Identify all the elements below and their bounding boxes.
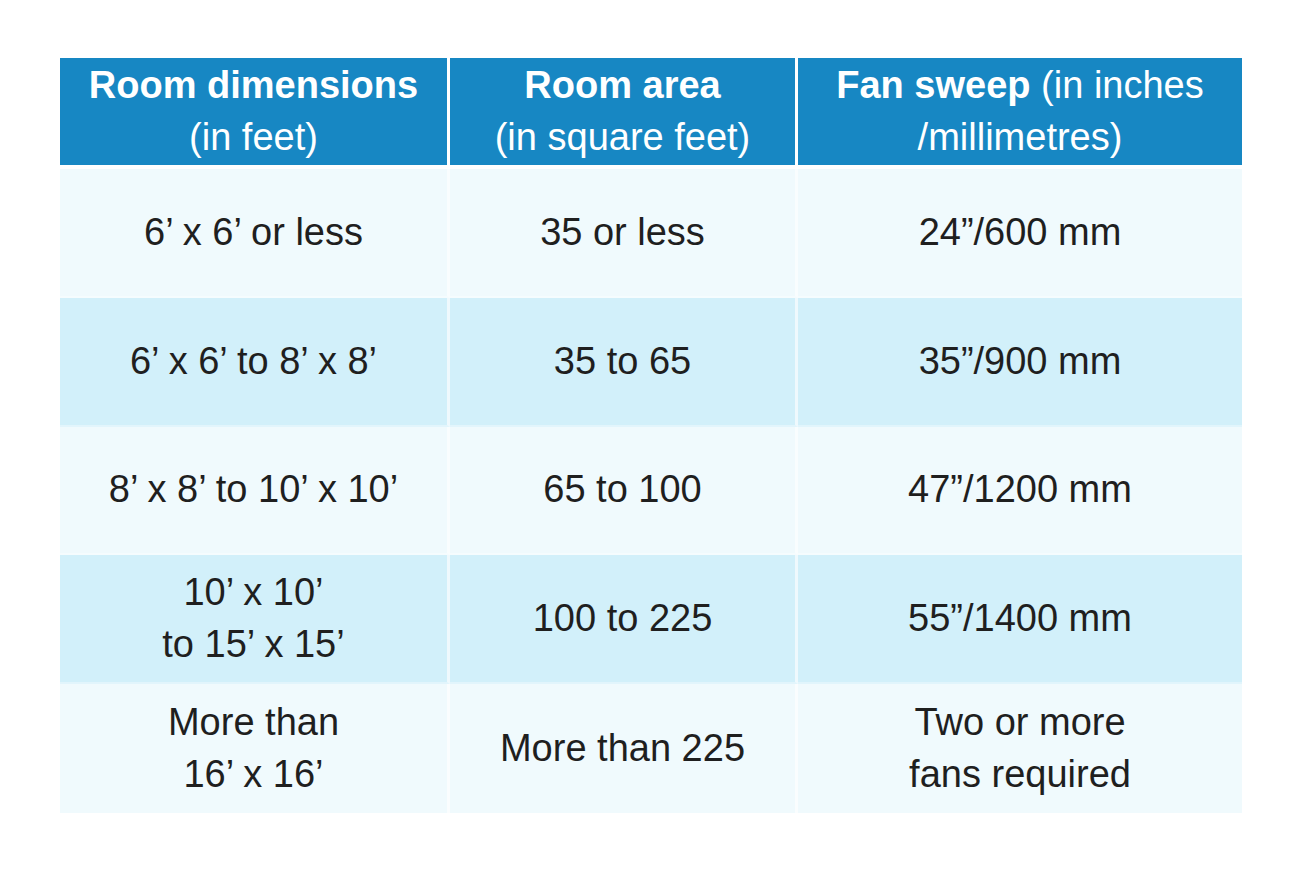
cell-area-row3: 65 to 100	[450, 427, 798, 556]
header-room-dimensions-line2: (in feet)	[189, 112, 318, 163]
cell-area-row1: 35 or less	[450, 169, 798, 298]
cell-sweep-row4: 55”/1400 mm	[798, 555, 1242, 684]
cell-dimensions-row5: More than 16’ x 16’	[60, 684, 450, 813]
cell-area-row4: 100 to 225	[450, 555, 798, 684]
header-room-dimensions-line1: Room dimensions	[89, 60, 418, 111]
header-room-dimensions: Room dimensions (in feet)	[60, 58, 450, 169]
cell-sweep-row5: Two or more fans required	[798, 684, 1242, 813]
cell-area-row5: More than 225	[450, 684, 798, 813]
cell-sweep-row3: 47”/1200 mm	[798, 427, 1242, 556]
header-fan-sweep-line1: Fan sweep (in inches	[836, 60, 1204, 111]
cell-dimensions-row2: 6’ x 6’ to 8’ x 8’	[60, 298, 450, 427]
cell-dimensions-row4: 10’ x 10’ to 15’ x 15’	[60, 555, 450, 684]
header-room-area-line2: (in square feet)	[495, 112, 751, 163]
cell-sweep-row2: 35”/900 mm	[798, 298, 1242, 427]
fan-size-table: Room dimensions (in feet) Room area (in …	[60, 58, 1242, 813]
header-fan-sweep-line2: /millimetres)	[918, 112, 1123, 163]
header-room-area-line1: Room area	[524, 60, 720, 111]
cell-area-row2: 35 to 65	[450, 298, 798, 427]
header-room-area: Room area (in square feet)	[450, 58, 798, 169]
cell-dimensions-row1: 6’ x 6’ or less	[60, 169, 450, 298]
header-fan-sweep: Fan sweep (in inches /millimetres)	[798, 58, 1242, 169]
cell-sweep-row1: 24”/600 mm	[798, 169, 1242, 298]
cell-dimensions-row3: 8’ x 8’ to 10’ x 10’	[60, 427, 450, 556]
